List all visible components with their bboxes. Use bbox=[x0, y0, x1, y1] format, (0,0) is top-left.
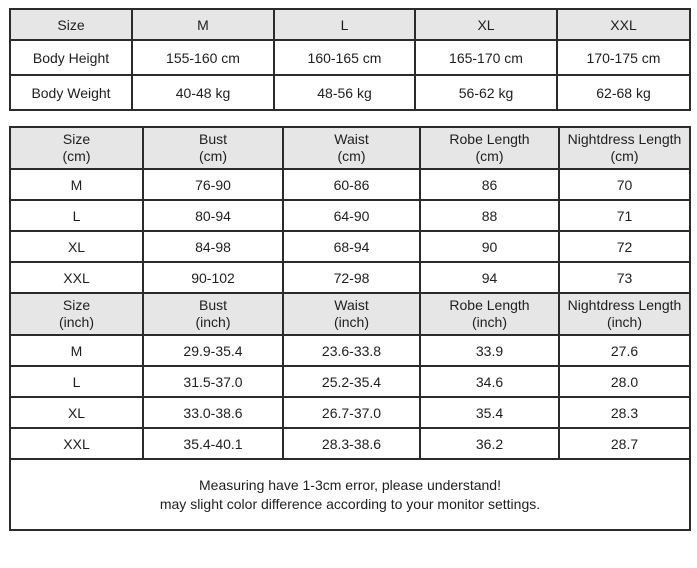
table-cell: 33.0-38.6 bbox=[142, 396, 284, 429]
header-cell-bust-cm: Bust (cm) bbox=[142, 126, 284, 170]
table-cell: 28.3-38.6 bbox=[282, 427, 421, 460]
table-cell: 27.6 bbox=[558, 334, 691, 367]
table-cell: 88 bbox=[419, 199, 560, 232]
row-label: Body Height bbox=[9, 39, 133, 76]
table-cell: 160-165 cm bbox=[273, 39, 416, 76]
header-cell-size: Size bbox=[9, 8, 133, 41]
table-cell: 90-102 bbox=[142, 261, 284, 294]
table-cell: 94 bbox=[419, 261, 560, 294]
table-cell: 68-94 bbox=[282, 230, 421, 263]
row-label: M bbox=[9, 168, 144, 201]
measuring-note: Measuring have 1-3cm error, please under… bbox=[9, 458, 691, 531]
body-height-row: Body Height 155-160 cm 160-165 cm 165-17… bbox=[9, 39, 691, 76]
table-cell: 28.0 bbox=[558, 365, 691, 398]
table-cell: 31.5-37.0 bbox=[142, 365, 284, 398]
table-cell: 35.4 bbox=[419, 396, 560, 429]
note-line-1: Measuring have 1-3cm error, please under… bbox=[199, 476, 501, 493]
table-cell: 56-62 kg bbox=[414, 74, 558, 111]
cm-row-m: M 76-90 60-86 86 70 bbox=[9, 168, 691, 201]
table-cell: 26.7-37.0 bbox=[282, 396, 421, 429]
header-cell-waist-inch: Waist (inch) bbox=[282, 292, 421, 336]
table-cell: 170-175 cm bbox=[556, 39, 691, 76]
header-cell-bust-inch: Bust (inch) bbox=[142, 292, 284, 336]
table-cell: 71 bbox=[558, 199, 691, 232]
note-row: Measuring have 1-3cm error, please under… bbox=[9, 458, 691, 531]
table-cell: 33.9 bbox=[419, 334, 560, 367]
table-cell: 64-90 bbox=[282, 199, 421, 232]
header-cell-xl: XL bbox=[414, 8, 558, 41]
table-cell: 76-90 bbox=[142, 168, 284, 201]
row-label: XXL bbox=[9, 261, 144, 294]
header-cell-xxl: XXL bbox=[556, 8, 691, 41]
table-cell: 40-48 kg bbox=[131, 74, 275, 111]
row-label: XL bbox=[9, 396, 144, 429]
table-cell: 29.9-35.4 bbox=[142, 334, 284, 367]
note-line-2: may slight color difference according to… bbox=[159, 495, 541, 512]
cm-row-xxl: XXL 90-102 72-98 94 73 bbox=[9, 261, 691, 294]
row-label: L bbox=[9, 199, 144, 232]
table-cell: 72-98 bbox=[282, 261, 421, 294]
inch-row-xxl: XXL 35.4-40.1 28.3-38.6 36.2 28.7 bbox=[9, 427, 691, 460]
body-size-header-row: Size M L XL XXL bbox=[9, 8, 691, 41]
row-label: L bbox=[9, 365, 144, 398]
header-cell-robe-length-inch: Robe Length (inch) bbox=[419, 292, 560, 336]
table-cell: 35.4-40.1 bbox=[142, 427, 284, 460]
table-cell: 70 bbox=[558, 168, 691, 201]
cm-row-xl: XL 84-98 68-94 90 72 bbox=[9, 230, 691, 263]
header-cell-size-cm: Size (cm) bbox=[9, 126, 144, 170]
row-label: XL bbox=[9, 230, 144, 263]
row-label: Body Weight bbox=[9, 74, 133, 111]
row-label: M bbox=[9, 334, 144, 367]
header-cell-l: L bbox=[273, 8, 416, 41]
table-cell: 34.6 bbox=[419, 365, 560, 398]
table-cell: 155-160 cm bbox=[131, 39, 275, 76]
header-cell-m: M bbox=[131, 8, 275, 41]
header-cell-nightdress-length-cm: Nightdress Length (cm) bbox=[558, 126, 691, 170]
inch-row-m: M 29.9-35.4 23.6-33.8 33.9 27.6 bbox=[9, 334, 691, 367]
table-cell: 62-68 kg bbox=[556, 74, 691, 111]
table-cell: 90 bbox=[419, 230, 560, 263]
row-label: XXL bbox=[9, 427, 144, 460]
table-cell: 73 bbox=[558, 261, 691, 294]
table-cell: 72 bbox=[558, 230, 691, 263]
table-cell: 36.2 bbox=[419, 427, 560, 460]
header-cell-robe-length-cm: Robe Length (cm) bbox=[419, 126, 560, 170]
table-cell: 25.2-35.4 bbox=[282, 365, 421, 398]
table-cell: 86 bbox=[419, 168, 560, 201]
table-cell: 28.7 bbox=[558, 427, 691, 460]
table-cell: 60-86 bbox=[282, 168, 421, 201]
table-cell: 48-56 kg bbox=[273, 74, 416, 111]
inch-header-row: Size (inch) Bust (inch) Waist (inch) Rob… bbox=[9, 292, 691, 336]
table-cell: 84-98 bbox=[142, 230, 284, 263]
header-cell-nightdress-length-inch: Nightdress Length (inch) bbox=[558, 292, 691, 336]
table-cell: 80-94 bbox=[142, 199, 284, 232]
cm-row-l: L 80-94 64-90 88 71 bbox=[9, 199, 691, 232]
table-cell: 165-170 cm bbox=[414, 39, 558, 76]
table-cell: 28.3 bbox=[558, 396, 691, 429]
header-cell-size-inch: Size (inch) bbox=[9, 292, 144, 336]
inch-row-xl: XL 33.0-38.6 26.7-37.0 35.4 28.3 bbox=[9, 396, 691, 429]
cm-header-row: Size (cm) Bust (cm) Waist (cm) Robe Leng… bbox=[9, 126, 691, 170]
inch-row-l: L 31.5-37.0 25.2-35.4 34.6 28.0 bbox=[9, 365, 691, 398]
body-size-table: Size M L XL XXL Body Height 155-160 cm 1… bbox=[9, 8, 691, 111]
garment-size-table: Size (cm) Bust (cm) Waist (cm) Robe Leng… bbox=[9, 126, 691, 531]
header-cell-waist-cm: Waist (cm) bbox=[282, 126, 421, 170]
table-cell: 23.6-33.8 bbox=[282, 334, 421, 367]
body-weight-row: Body Weight 40-48 kg 48-56 kg 56-62 kg 6… bbox=[9, 74, 691, 111]
